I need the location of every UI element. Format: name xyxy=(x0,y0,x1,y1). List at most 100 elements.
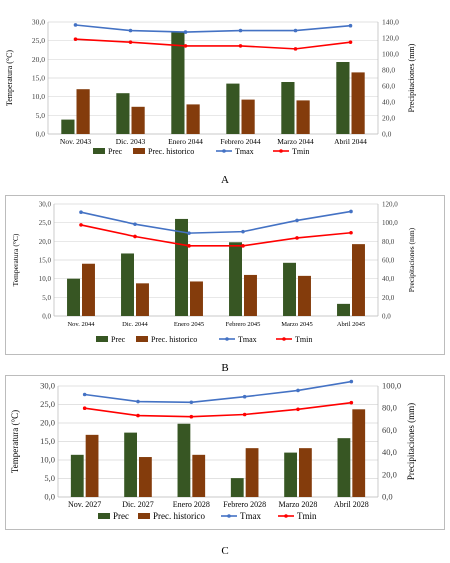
prec-historico-bar xyxy=(296,100,310,134)
prec-bar xyxy=(337,303,350,316)
prec-historico-bar xyxy=(82,263,95,316)
legend-tmin-label: Tmin xyxy=(297,511,317,521)
y-tick-label: 30,0 xyxy=(39,201,52,209)
y2-tick-label: 60,0 xyxy=(382,425,397,435)
legend-prec-historico-label: Prec. historico xyxy=(153,511,205,521)
prec-historico-bar xyxy=(351,72,365,134)
legend-tmax-label: Tmax xyxy=(240,511,261,521)
y2-tick-label: 120,0 xyxy=(382,34,399,43)
chart-panel-a: 0,0 5,0 10,0 15,0 20,0 25,0 30,0 0,0 20,0 40,0 60,… xyxy=(0,12,450,160)
y2-axis-title: Precipitaciones (mm) xyxy=(406,403,416,480)
y2-tick-label: 80,0 xyxy=(382,238,395,246)
tmax-point xyxy=(293,28,298,33)
prec-bar xyxy=(121,253,134,316)
y2-tick-label: 40,0 xyxy=(382,275,395,283)
x-tick-label: Enero 2045 xyxy=(174,321,204,328)
prec-historico-bar xyxy=(241,99,255,134)
legend-tmax-marker xyxy=(227,514,231,518)
legend-tmax-label: Tmax xyxy=(235,147,254,156)
y-tick-label: 15,0 xyxy=(40,436,55,446)
tmax-line xyxy=(80,210,352,234)
x-tick-label: Febrero 2028 xyxy=(223,500,266,509)
y2-tick-label: 40,0 xyxy=(382,98,395,107)
legend-prec-swatch xyxy=(98,513,110,519)
y-tick-label: 20,0 xyxy=(40,418,55,428)
legend-prec-historico-swatch xyxy=(138,513,150,519)
y-tick-label: 0,0 xyxy=(42,313,51,321)
tmax-point xyxy=(187,231,191,235)
y2-tick-label: 80,0 xyxy=(382,66,395,75)
prec-bar xyxy=(124,432,137,497)
y2-tick-label: 100,0 xyxy=(382,50,399,59)
tmin-point xyxy=(238,44,243,48)
prec-historico-bar xyxy=(76,89,90,134)
legend-prec-label: Prec xyxy=(113,511,129,521)
prec-historico-bar xyxy=(131,106,145,134)
tmin-point xyxy=(295,236,299,240)
legend-prec-historico-swatch xyxy=(136,336,148,342)
prec-historico-bar xyxy=(186,104,200,134)
tmax-point xyxy=(349,379,354,384)
x-tick-label: Marzo 2028 xyxy=(279,500,318,509)
legend-prec-swatch xyxy=(96,336,108,342)
tmax-point xyxy=(349,209,353,214)
x-tick-label: Abril 2028 xyxy=(334,500,369,509)
tmax-point xyxy=(136,399,140,404)
x-tick-label: Dic. 2044 xyxy=(122,321,148,328)
x-tick-label: Dic. 2027 xyxy=(122,500,154,509)
y2-tick-label: 40,0 xyxy=(382,447,397,457)
prec-bar xyxy=(175,218,188,316)
y-tick-label: 0,0 xyxy=(36,130,46,139)
y2-tick-label: 20,0 xyxy=(382,469,397,479)
tmax-point xyxy=(238,28,243,33)
x-tick-label: Febrero 2044 xyxy=(220,137,260,146)
prec-historico-bar xyxy=(244,274,257,316)
prec-bar xyxy=(61,119,75,134)
tmin-point xyxy=(293,47,298,51)
x-tick-label: Marzo 2044 xyxy=(277,137,314,146)
prec-historico-bar xyxy=(352,244,365,316)
y-axis-title: Temperatura (°C) xyxy=(5,50,14,107)
y2-tick-label: 100,0 xyxy=(382,381,401,391)
tmax-line xyxy=(84,380,352,404)
y2-tick-label: 60,0 xyxy=(382,257,395,265)
chart-caption-c: C xyxy=(221,545,229,557)
legend-tmax-marker xyxy=(225,337,229,341)
chart-panel-b: 0,0 5,0 10,0 15,0 20,0 25,0 30,0 0,0 20,0 40,0 60,… xyxy=(5,195,445,355)
x-tick-label: Nov. 2027 xyxy=(68,500,101,509)
y2-axis-title: Precipitaciones (mm) xyxy=(407,43,416,112)
prec-bar xyxy=(284,452,297,497)
tmin-point xyxy=(128,40,133,44)
tmin-line xyxy=(84,401,352,418)
tmax-point xyxy=(82,392,87,397)
y-tick-label: 10,0 xyxy=(39,275,52,283)
y-tick-label: 15,0 xyxy=(39,257,52,265)
y-tick-label: 10,0 xyxy=(40,455,55,465)
prec-bar xyxy=(337,438,351,497)
prec-historico-bar xyxy=(139,457,152,497)
tmax-point xyxy=(241,229,245,234)
legend-prec-label: Prec xyxy=(108,147,123,156)
x-tick-label: Febrero 2045 xyxy=(226,321,261,328)
tmax-point xyxy=(79,210,83,215)
chart-c-svg: 0,0 5,0 10,0 15,0 20,0 25,0 30,0 0,0 20,0 40,0 60,… xyxy=(10,379,416,521)
prec-bar xyxy=(230,478,244,497)
chart-caption-a: A xyxy=(221,174,229,186)
legend-prec-historico-swatch xyxy=(133,148,145,154)
tmin-point xyxy=(348,40,353,44)
y-tick-label: 10,0 xyxy=(32,92,45,101)
tmax-point xyxy=(295,218,299,223)
legend-prec-historico-label: Prec. historico xyxy=(148,147,194,156)
y-tick-label: 20,0 xyxy=(39,238,52,246)
x-tick-label: Abril 2044 xyxy=(334,137,367,146)
prec-bar xyxy=(67,278,80,316)
tmin-point xyxy=(73,37,78,41)
y2-tick-label: 140,0 xyxy=(382,18,399,27)
y2-tick-label: 60,0 xyxy=(382,82,395,91)
tmin-point xyxy=(349,230,353,235)
y-tick-label: 25,0 xyxy=(39,219,52,227)
legend-prec-label: Prec xyxy=(111,335,126,344)
prec-bar xyxy=(283,262,296,316)
prec-bar xyxy=(336,62,350,134)
tmin-point xyxy=(296,407,300,412)
